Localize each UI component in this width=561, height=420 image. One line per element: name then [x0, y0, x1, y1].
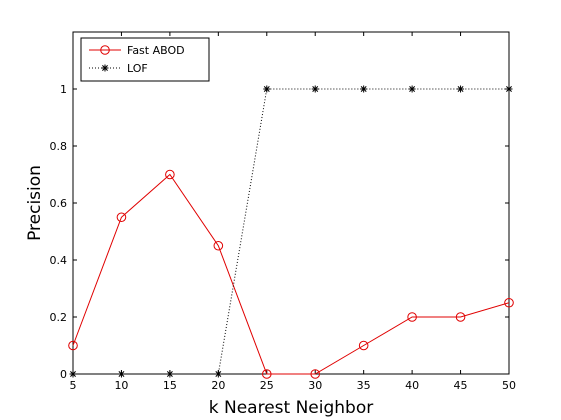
x-tick-label: 50	[502, 379, 516, 392]
y-tick-label: 0.2	[50, 311, 68, 324]
legend-label-lof: LOF	[127, 62, 148, 75]
legend-marker-lof	[102, 65, 109, 72]
data-point-lof	[70, 371, 77, 378]
x-tick-label: 5	[70, 379, 77, 392]
y-tick-label: 0.4	[50, 254, 68, 267]
data-point-lof	[506, 86, 513, 93]
x-tick-label: 10	[114, 379, 128, 392]
legend-asterisk	[102, 65, 109, 72]
x-tick-label: 40	[405, 379, 419, 392]
y-tick-label: 0.8	[50, 140, 68, 153]
y-tick-label: 1	[60, 83, 67, 96]
y-tick-label: 0	[60, 368, 67, 381]
data-point-lof	[457, 86, 464, 93]
data-point-lof	[409, 86, 416, 93]
x-tick-label: 45	[454, 379, 468, 392]
x-tick-label: 25	[260, 379, 274, 392]
data-point-lof	[360, 86, 367, 93]
y-axis-label: Precision	[25, 165, 45, 241]
x-tick-label: 15	[163, 379, 177, 392]
data-point-lof	[312, 86, 319, 93]
legend: Fast ABOD LOF	[81, 38, 209, 81]
data-point-lof	[263, 86, 270, 93]
data-point-lof	[166, 371, 173, 378]
x-tick-label: 20	[211, 379, 225, 392]
x-axis-label: k Nearest Neighbor	[209, 398, 374, 418]
x-tick-label: 30	[308, 379, 322, 392]
data-point-lof	[118, 371, 125, 378]
data-point-lof	[215, 371, 222, 378]
x-tick-label: 35	[357, 379, 371, 392]
legend-label-fast-abod: Fast ABOD	[127, 44, 185, 57]
plot-area	[73, 32, 509, 374]
y-tick-label: 0.6	[50, 197, 68, 210]
